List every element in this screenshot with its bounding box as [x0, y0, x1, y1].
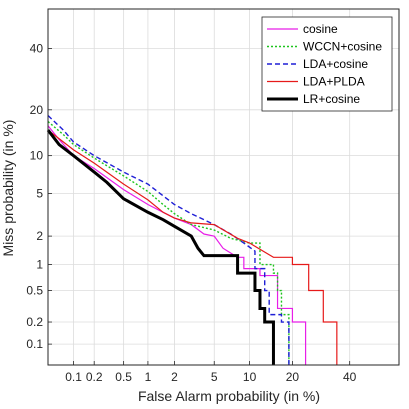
tick-labels: 0.1 0.2 0.5 1 2 5 10 20 40 0.1 0.2 0.5 1 2 5 10 20 40 [26, 41, 356, 384]
legend-label: cosine [303, 22, 338, 36]
series-line-lda-cosine [47, 115, 290, 365]
y-tick-label: 5 [36, 187, 43, 201]
series-line-wccn-cosine [47, 120, 290, 365]
y-tick-label: 10 [30, 149, 44, 163]
y-tick-label: 0.2 [26, 315, 43, 329]
plot-frame [47, 8, 400, 366]
y-tick-label: 20 [30, 103, 44, 117]
legend: cosine WCCN+cosine LDA+cosine LDA+PLDA LR+co… [261, 16, 393, 112]
x-axis-label: False Alarm probability (in %) [138, 388, 320, 404]
y-tick-label: 40 [30, 41, 44, 55]
series-line-lda-plda [47, 129, 338, 365]
y-tick-label: 0.5 [26, 284, 43, 298]
legend-label: LDA+cosine [303, 57, 368, 71]
x-tick-label: 10 [243, 370, 257, 384]
x-tick-label: 0.1 [65, 370, 82, 384]
x-tick-label: 40 [343, 370, 357, 384]
legend-label: LDA+PLDA [303, 75, 365, 89]
x-tick-label: 0.2 [86, 370, 103, 384]
y-axis-label: Miss probability (in %) [0, 120, 16, 257]
legend-label: LR+cosine [303, 92, 360, 106]
y-tick-label: 1 [36, 258, 43, 272]
legend-label: WCCN+cosine [303, 40, 382, 54]
x-tick-label: 2 [171, 370, 178, 384]
y-tick-label: 2 [36, 229, 43, 243]
x-tick-label: 20 [286, 370, 300, 384]
series-layer [46, 115, 338, 365]
x-tick-label: 5 [211, 370, 218, 384]
x-tick-label: 0.5 [115, 370, 132, 384]
series-line-lr-cosine [46, 129, 275, 365]
y-tick-label: 0.1 [26, 337, 43, 351]
x-tick-label: 1 [145, 370, 152, 384]
series-line-cosine [47, 125, 307, 365]
